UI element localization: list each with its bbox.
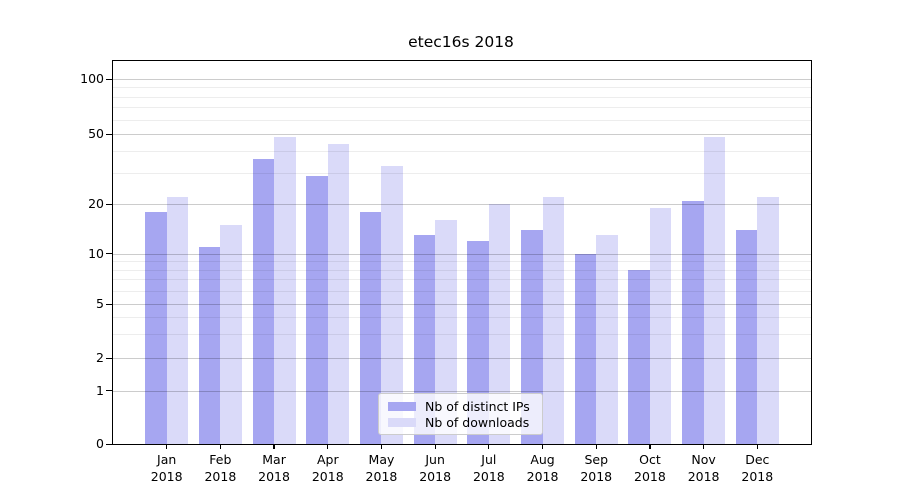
x-tick-label: Feb 2018 <box>204 452 237 484</box>
x-tick <box>703 444 705 449</box>
x-tick <box>595 444 597 449</box>
legend: Nb of distinct IPs Nb of downloads <box>378 393 543 435</box>
x-tick-label: Jan 2018 <box>150 452 183 484</box>
y-gridline-minor <box>113 151 811 153</box>
legend-swatch-downloads <box>388 417 416 427</box>
bar-ips-aug <box>521 229 543 444</box>
y-tick <box>106 203 112 205</box>
x-tick-label: Sep 2018 <box>580 452 613 484</box>
y-tick-label: 2 <box>96 350 104 365</box>
x-tick <box>327 444 329 449</box>
y-tick-label: 1 <box>96 382 104 398</box>
y-tick <box>106 303 112 305</box>
bar-ips-sep <box>574 253 597 444</box>
x-tick-label: Mar 2018 <box>258 452 290 484</box>
bar-downloads-may <box>381 165 403 444</box>
legend-swatch-ips <box>388 401 416 411</box>
legend-row-ips: Nb of distinct IPs <box>388 399 533 414</box>
y-gridline-minor <box>113 87 811 89</box>
bar-downloads-oct <box>649 207 672 444</box>
y-gridline-minor <box>113 279 811 281</box>
x-tick <box>649 444 651 449</box>
y-gridline-minor <box>113 119 811 121</box>
x-tick <box>166 444 168 449</box>
x-tick <box>273 444 275 449</box>
x-tick-label: Oct 2018 <box>634 452 666 484</box>
x-tick <box>380 444 383 449</box>
y-tick-label: 20 <box>88 196 104 212</box>
y-gridline-minor <box>113 173 811 175</box>
x-tick <box>488 444 490 449</box>
x-tick <box>756 444 758 449</box>
bar-downloads-aug <box>542 196 564 444</box>
y-tick-label: 10 <box>88 245 104 261</box>
bar-ips-jan <box>145 211 167 444</box>
y-tick <box>106 78 112 80</box>
bar-ips-oct <box>628 269 650 444</box>
chart-title: etec16s 2018 <box>408 33 514 51</box>
x-tick-label: Apr 2018 <box>311 452 344 484</box>
x-tick <box>219 444 221 449</box>
x-tick-label: Nov 2018 <box>687 452 720 484</box>
y-gridline-major <box>113 79 811 80</box>
bar-ips-feb <box>198 246 221 444</box>
x-tick <box>541 444 544 449</box>
y-tick <box>106 253 112 255</box>
x-tick-label: Dec 2018 <box>741 452 774 484</box>
y-gridline-minor <box>113 290 811 292</box>
x-tick <box>434 444 436 449</box>
y-gridline-major <box>113 304 811 305</box>
y-gridline-major <box>113 358 811 359</box>
bar-downloads-feb <box>220 224 242 444</box>
y-gridline-major <box>113 204 811 206</box>
y-tick <box>106 357 112 359</box>
bar-ips-apr <box>306 175 328 444</box>
x-tick-label: May 2018 <box>365 452 398 484</box>
y-gridline-minor <box>113 334 811 336</box>
bar-ips-mar <box>252 159 275 444</box>
bar-downloads-mar <box>274 137 296 444</box>
bar-ips-may <box>359 211 382 444</box>
legend-label-ips: Nb of distinct IPs <box>425 398 530 414</box>
y-tick <box>106 133 112 135</box>
bar-downloads-sep <box>596 234 618 444</box>
y-gridline-major <box>113 390 811 392</box>
legend-label-downloads: Nb of downloads <box>425 414 530 430</box>
y-tick-label: 100 <box>80 71 104 86</box>
y-gridline-major <box>113 253 811 255</box>
y-gridline-major <box>113 134 811 135</box>
bar-ips-nov <box>682 200 704 444</box>
bar-ips-jun <box>413 234 436 444</box>
legend-row-downloads: Nb of downloads <box>388 415 533 430</box>
bar-downloads-dec <box>757 196 779 444</box>
bar-downloads-jun <box>435 220 457 444</box>
y-tick-label: 0 <box>96 436 104 451</box>
y-tick <box>106 443 112 445</box>
y-gridline-minor <box>113 261 811 263</box>
y-gridline-minor <box>113 107 811 109</box>
x-tick-label: Jun 2018 <box>419 452 452 484</box>
y-gridline-minor <box>113 317 811 319</box>
bar-downloads-jan <box>166 196 189 444</box>
y-gridline-minor <box>113 269 811 271</box>
bar-downloads-apr <box>327 143 350 444</box>
y-gridline-minor <box>113 96 811 98</box>
plot-area: Nb of distinct IPs Nb of downloads 0 1 2 5 1… <box>80 60 812 484</box>
bar-downloads-jul <box>488 204 511 444</box>
y-tick-label: 50 <box>88 126 104 141</box>
x-tick-label: Aug 2018 <box>526 452 559 484</box>
bar-downloads-nov <box>703 137 726 444</box>
y-tick <box>106 390 112 392</box>
x-tick-label: Jul 2018 <box>472 452 505 484</box>
y-tick-label: 5 <box>96 296 104 311</box>
bar-ips-dec <box>735 229 758 444</box>
